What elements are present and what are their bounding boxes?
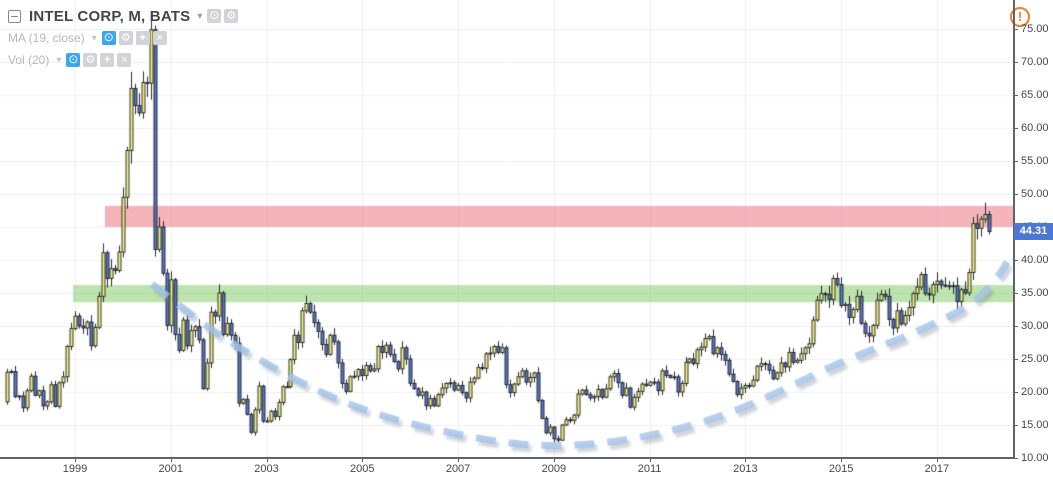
plus-icon: + <box>104 54 111 66</box>
price-axis-label: 15.00 <box>1021 419 1049 431</box>
vol-indicator-label[interactable]: Vol (20) <box>8 53 50 67</box>
price-axis-tick <box>1014 128 1018 129</box>
price-axis-label: 50.00 <box>1021 188 1049 200</box>
time-axis-tick <box>745 457 747 462</box>
ma-remove-button[interactable]: × <box>152 31 167 45</box>
price-axis-tick <box>1014 194 1018 195</box>
time-axis-label: 2017 <box>924 463 950 475</box>
alert-warning-button[interactable]: ! <box>1010 7 1030 27</box>
time-axis-tick <box>841 457 843 462</box>
price-axis-tick <box>1014 326 1018 327</box>
price-axis-label: 30.00 <box>1021 320 1049 332</box>
price-axis-label: 40.00 <box>1021 254 1049 266</box>
last-price-label: 44.31 <box>1014 223 1053 241</box>
price-axis-label: 25.00 <box>1021 353 1049 365</box>
time-axis-tick <box>458 457 460 462</box>
price-axis-tick <box>1014 95 1018 96</box>
time-axis-label: 1999 <box>62 463 88 475</box>
price-axis-label: 55.00 <box>1021 155 1049 167</box>
time-axis-tick <box>936 457 938 462</box>
indicator-row-ma: MA (19, close) ▾ ⊙ ⚙ + × <box>8 29 238 47</box>
time-axis-label: 2009 <box>541 463 567 475</box>
ma-add-button[interactable]: + <box>135 31 150 45</box>
time-axis-label: 2005 <box>350 463 375 475</box>
time-axis-tick <box>362 457 364 462</box>
price-chart-canvas[interactable] <box>0 0 1013 457</box>
symbol-settings-button[interactable]: ⚙ <box>224 9 239 23</box>
price-axis-label: 70.00 <box>1021 56 1049 68</box>
chevron-down-icon[interactable]: ▾ <box>56 54 62 66</box>
time-axis-label: 2003 <box>254 463 279 475</box>
price-axis-tick <box>1014 161 1018 162</box>
time-axis-label: 2013 <box>733 463 758 475</box>
time-axis-tick <box>266 457 268 462</box>
price-axis-label: 60.00 <box>1021 122 1049 134</box>
price-axis-tick <box>1014 359 1018 360</box>
eye-icon: ⊙ <box>209 9 220 22</box>
vol-settings-button[interactable]: ⚙ <box>83 53 98 67</box>
eye-icon: ⊙ <box>68 53 79 66</box>
time-axis-tick <box>553 457 555 462</box>
price-axis-tick <box>1014 458 1018 459</box>
time-axis-tick <box>649 457 651 462</box>
time-axis-tick <box>75 457 77 462</box>
time-axis-tick <box>170 457 172 462</box>
price-axis-tick <box>1014 392 1018 393</box>
price-axis-label: 20.00 <box>1021 386 1049 398</box>
eye-icon: ⊙ <box>103 31 114 44</box>
gear-icon: ⚙ <box>85 54 96 66</box>
close-icon: × <box>121 54 128 66</box>
ma-indicator-label[interactable]: MA (19, close) <box>8 31 85 45</box>
ma-eye-button[interactable]: ⊙ <box>101 31 116 45</box>
price-axis-label: 35.00 <box>1021 287 1049 299</box>
collapse-pane-icon[interactable] <box>8 9 21 23</box>
price-axis-line <box>1013 0 1015 458</box>
gear-icon: ⚙ <box>226 10 237 22</box>
close-icon: × <box>156 32 163 44</box>
time-axis-label: 2001 <box>158 463 184 475</box>
price-axis-tick <box>1014 260 1018 261</box>
chevron-down-icon[interactable]: ▾ <box>91 32 97 44</box>
gear-icon: ⚙ <box>120 32 131 44</box>
chevron-down-icon[interactable]: ▾ <box>197 10 203 22</box>
vol-remove-button[interactable]: × <box>117 53 132 67</box>
indicator-row-vol: Vol (20) ▾ ⊙ ⚙ + × <box>8 51 238 69</box>
symbol-title[interactable]: INTEL CORP, M, BATS <box>29 7 191 25</box>
price-axis-label: 75.00 <box>1021 23 1049 35</box>
price-axis-tick <box>1014 293 1018 294</box>
symbol-eye-button[interactable]: ⊙ <box>207 9 222 23</box>
legend: INTEL CORP, M, BATS ▾ ⊙ ⚙ MA (19, close)… <box>8 7 239 69</box>
price-axis-label: 10.00 <box>1021 452 1049 464</box>
ma-settings-button[interactable]: ⚙ <box>118 31 133 45</box>
time-axis-label: 2007 <box>445 463 471 475</box>
price-axis-tick <box>1014 62 1018 63</box>
vol-add-button[interactable]: + <box>100 53 115 67</box>
time-axis-label: 2015 <box>828 463 854 475</box>
plus-icon: + <box>139 32 146 44</box>
symbol-row: INTEL CORP, M, BATS ▾ ⊙ ⚙ <box>8 7 239 25</box>
time-axis-label: 2011 <box>637 463 662 475</box>
price-axis-label: 65.00 <box>1021 89 1049 101</box>
vol-eye-button[interactable]: ⊙ <box>66 53 81 67</box>
price-axis-tick <box>1014 29 1018 30</box>
price-axis-tick <box>1014 425 1018 426</box>
time-axis-line <box>0 457 1015 459</box>
